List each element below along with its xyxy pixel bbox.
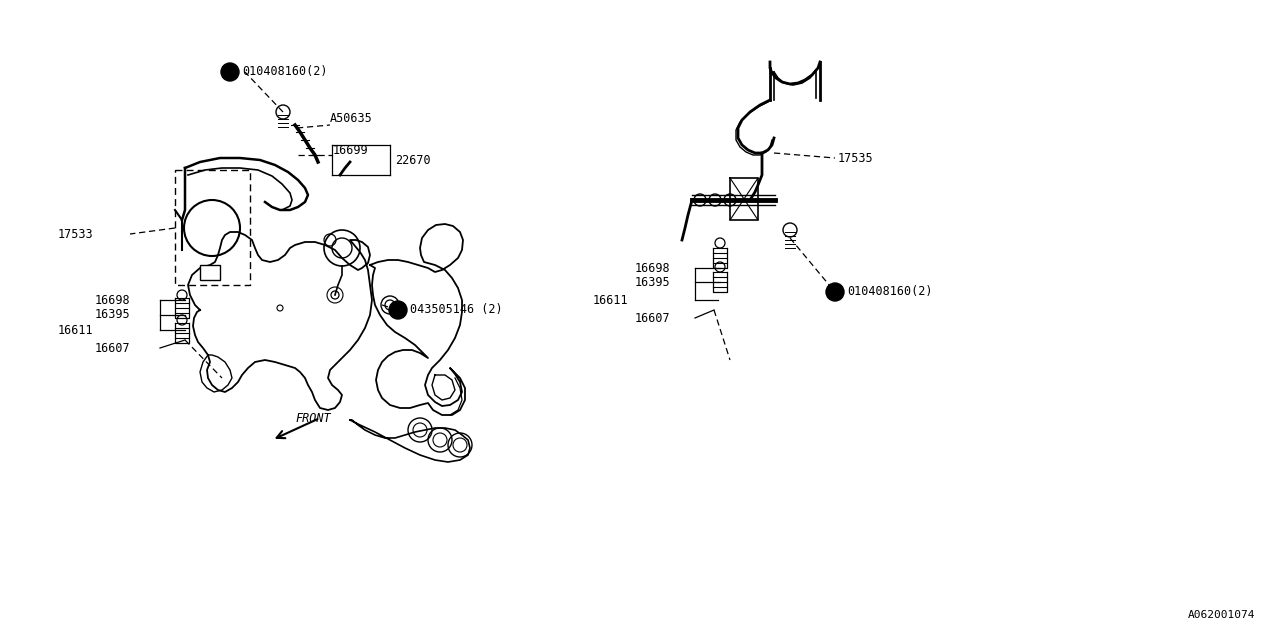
- Text: 010408160(2): 010408160(2): [847, 285, 933, 298]
- Text: 043505146 (2): 043505146 (2): [410, 303, 503, 317]
- Text: 16611: 16611: [58, 323, 93, 337]
- Circle shape: [826, 283, 844, 301]
- Circle shape: [389, 301, 407, 319]
- Text: 17533: 17533: [58, 227, 93, 241]
- Text: 16395: 16395: [635, 275, 671, 289]
- Bar: [200, 265, 220, 280]
- Text: FRONT: FRONT: [294, 412, 330, 424]
- Text: B: B: [227, 67, 233, 77]
- Text: 16607: 16607: [95, 342, 131, 355]
- Text: 16607: 16607: [635, 312, 671, 324]
- Text: 16698: 16698: [635, 262, 671, 275]
- Text: B: B: [832, 287, 838, 297]
- Text: A50635: A50635: [330, 111, 372, 125]
- Text: S: S: [396, 305, 401, 315]
- Text: 16698: 16698: [95, 294, 131, 307]
- Text: 16611: 16611: [593, 294, 628, 307]
- Circle shape: [221, 63, 239, 81]
- Text: A062001074: A062001074: [1188, 610, 1254, 620]
- Text: 16395: 16395: [95, 308, 131, 321]
- Text: 17535: 17535: [838, 152, 874, 164]
- Text: 010408160(2): 010408160(2): [242, 65, 328, 79]
- Text: 16699: 16699: [333, 143, 369, 157]
- Text: 22670: 22670: [396, 154, 430, 166]
